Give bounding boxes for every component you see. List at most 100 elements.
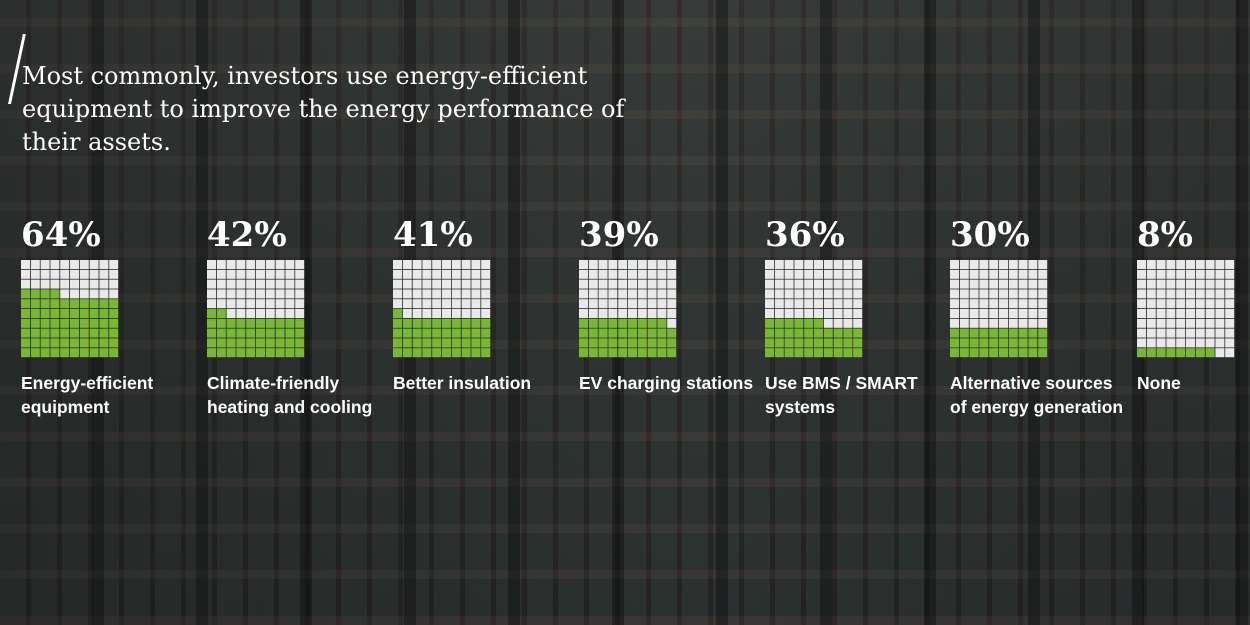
waffle-cell-empty <box>1225 309 1235 318</box>
waffle-cell-empty <box>216 289 226 299</box>
waffle-cell-empty <box>1195 328 1205 338</box>
waffle-cell-empty <box>657 289 667 299</box>
waffle-cell-filled <box>109 299 119 309</box>
waffle-cell-filled <box>412 348 422 358</box>
waffle-cell-empty <box>1176 279 1186 289</box>
waffle-cell-empty <box>1166 318 1176 328</box>
waffle-cell-filled <box>481 348 491 358</box>
waffle-cell-filled <box>461 348 471 358</box>
waffle-cell-filled <box>402 338 412 348</box>
waffle-cell-filled <box>461 318 471 328</box>
waffle-cell-filled <box>989 338 999 348</box>
waffle-cell-empty <box>1137 260 1146 269</box>
waffle-cell-empty <box>804 299 814 309</box>
waffle-cell-filled <box>628 318 637 328</box>
waffle-cell-filled <box>784 318 794 328</box>
waffle-cell-filled <box>393 338 402 348</box>
waffle-cell-empty <box>1146 289 1156 299</box>
waffle-cell-filled <box>21 318 30 328</box>
waffle-cell-empty <box>89 269 99 279</box>
waffle-cell-empty <box>285 309 295 318</box>
waffle-cell-filled <box>588 348 598 358</box>
waffle-cell-empty <box>1215 328 1225 338</box>
waffle-cell-filled <box>50 348 60 358</box>
waffle-cell-empty <box>451 260 461 269</box>
waffle-cell-empty <box>481 289 491 299</box>
waffle-cell-filled <box>608 348 618 358</box>
waffle-cell-empty <box>989 299 999 309</box>
waffle-cell-filled <box>765 348 774 358</box>
waffle-cell-filled <box>969 348 979 358</box>
waffle-cell-filled <box>285 348 295 358</box>
waffle-cell-filled <box>794 328 804 338</box>
waffle-cell-empty <box>60 279 70 289</box>
waffle-cell-filled <box>265 318 275 328</box>
waffle-cell-empty <box>402 309 412 318</box>
waffle-cell-filled <box>1018 348 1028 358</box>
waffle-cell-empty <box>402 269 412 279</box>
waffle-cell-empty <box>1156 260 1166 269</box>
waffle-cell-filled <box>959 348 969 358</box>
waffle-cell-filled <box>657 338 667 348</box>
waffle-cell-filled <box>823 348 833 358</box>
waffle-cell-filled <box>50 309 60 318</box>
waffle-cell-filled <box>40 338 50 348</box>
waffle-cell-empty <box>959 260 969 269</box>
waffle-cell-empty <box>647 289 657 299</box>
waffle-cell-empty <box>588 309 598 318</box>
waffle-cell-filled <box>451 348 461 358</box>
waffle-cell-empty <box>1008 299 1018 309</box>
waffle-cell-empty <box>226 299 236 309</box>
waffle-cell-empty <box>618 279 628 289</box>
waffle-cell-filled <box>60 348 70 358</box>
waffle-cell-empty <box>216 279 226 289</box>
waffle-cell-filled <box>393 348 402 358</box>
waffle-cell-empty <box>1176 269 1186 279</box>
waffle-cell-filled <box>60 309 70 318</box>
waffle-cell-empty <box>959 269 969 279</box>
waffle-cell-empty <box>295 260 305 269</box>
waffle-cell-filled <box>89 299 99 309</box>
waffle-cell-empty <box>1038 279 1048 289</box>
waffle-cell-empty <box>461 309 471 318</box>
waffle-cell-filled <box>461 338 471 348</box>
waffle-cell-empty <box>950 318 959 328</box>
waffle-cell-empty <box>765 260 774 269</box>
waffle-cell-empty <box>451 289 461 299</box>
waffle-cell-empty <box>246 279 256 289</box>
waffle-cell-empty <box>1195 279 1205 289</box>
waffle-cell-empty <box>40 279 50 289</box>
waffle-cell-empty <box>432 289 442 299</box>
waffle-cell-empty <box>79 279 89 289</box>
waffle-cell-empty <box>969 299 979 309</box>
waffle-cell-empty <box>1156 269 1166 279</box>
waffle-cell-filled <box>598 348 608 358</box>
waffle-cell-empty <box>833 289 843 299</box>
waffle-cell-empty <box>275 299 285 309</box>
waffle-cell-empty <box>1038 309 1048 318</box>
waffle-cell-empty <box>637 279 647 289</box>
waffle-cell-empty <box>1186 260 1195 269</box>
waffle-cell-filled <box>236 348 246 358</box>
waffle-cell-filled <box>999 348 1008 358</box>
waffle-cell-filled <box>285 328 295 338</box>
waffle-cell-filled <box>843 328 853 338</box>
waffle-cell-empty <box>950 279 959 289</box>
waffle-cell-filled <box>256 348 265 358</box>
waffle-item: 42% Climate-friendly heating and cooling <box>207 214 382 419</box>
waffle-cell-empty <box>402 299 412 309</box>
waffle-cell-filled <box>236 328 246 338</box>
waffle-cell-empty <box>1215 289 1225 299</box>
waffle-cell-empty <box>21 260 30 269</box>
waffle-cell-empty <box>999 269 1008 279</box>
waffle-cell-filled <box>265 348 275 358</box>
waffle-cell-empty <box>1225 279 1235 289</box>
waffle-cell-empty <box>765 269 774 279</box>
waffle-cell-empty <box>265 309 275 318</box>
waffle-cell-filled <box>412 318 422 328</box>
waffle-cell-filled <box>1008 348 1018 358</box>
waffle-cell-empty <box>256 269 265 279</box>
waffle-cell-filled <box>422 338 432 348</box>
waffle-cell-empty <box>1166 279 1176 289</box>
waffle-cell-filled <box>1018 328 1028 338</box>
